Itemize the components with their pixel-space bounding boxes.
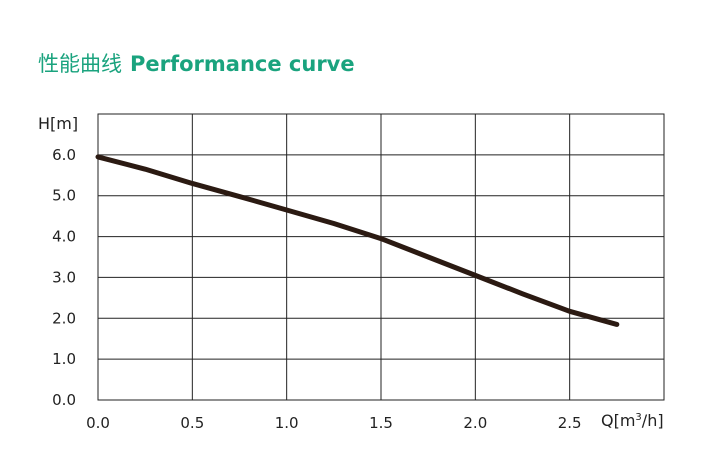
x-tick-label: 1.5 — [369, 414, 393, 432]
series-layer — [95, 154, 620, 327]
y-tick-label: 4.0 — [52, 228, 76, 246]
y-axis-label: H[m] — [38, 114, 78, 133]
x-axis-label: Q[m3/h] — [601, 411, 664, 430]
chart-grid — [97, 113, 665, 401]
y-tick-label: 0.0 — [52, 391, 76, 409]
y-tick-label: 1.0 — [52, 350, 76, 368]
y-tick-label: 6.0 — [52, 146, 76, 164]
x-axis-label-sup: 3 — [635, 412, 641, 423]
x-tick-label: 2.5 — [558, 414, 582, 432]
y-tick-label: 3.0 — [52, 268, 76, 286]
x-tick-label: 0.5 — [180, 414, 204, 432]
chart-title-english: Performance curve — [130, 52, 355, 76]
y-tick-label: 2.0 — [52, 309, 76, 327]
plot-frame — [97, 113, 665, 401]
y-tick-label: 5.0 — [52, 187, 76, 205]
performance-curve-line — [95, 154, 620, 327]
x-tick-label: 2.0 — [463, 414, 487, 432]
chart-title-chinese: 性能曲线 — [38, 52, 122, 76]
x-axis-label-suffix: /h] — [642, 411, 664, 430]
x-tick-labels: 0.0 0.5 1.0 1.5 2.0 2.5 — [86, 414, 582, 432]
y-tick-labels: 0.0 1.0 2.0 3.0 4.0 5.0 6.0 — [52, 146, 76, 409]
x-axis-label-prefix: Q[m — [601, 411, 635, 430]
x-tick-label: 1.0 — [275, 414, 299, 432]
chart-title: 性能曲线 Performance curve — [38, 48, 355, 78]
x-tick-label: 0.0 — [86, 414, 110, 432]
